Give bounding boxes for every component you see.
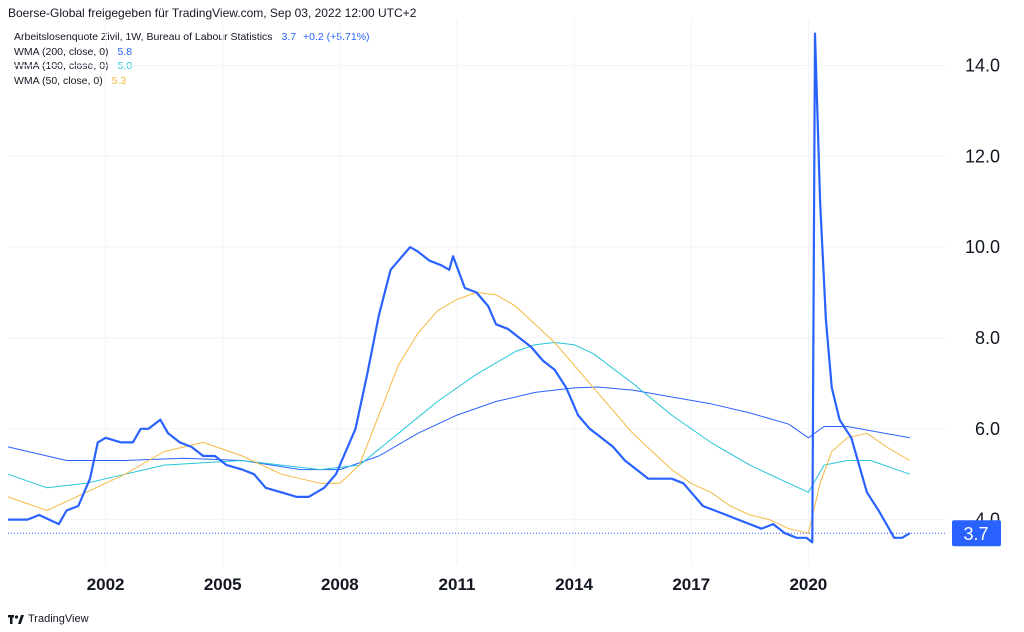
legend-label: Arbeitslosenquote Zivil, 1W, Bureau of L… [14,31,273,43]
series-line [7,342,911,493]
x-tick-label: 2014 [555,575,593,594]
y-axis: 4.06.08.010.012.014.0 [965,55,1000,529]
footer: TradingView [8,612,89,626]
x-tick-label: 2020 [789,575,827,594]
y-tick-label: 12.0 [965,146,1000,166]
series-line [8,32,911,544]
x-tick-label: 2017 [672,575,710,594]
tradingview-logo-icon[interactable] [8,612,24,626]
legend-label: WMA (200, close, 0) [14,45,109,58]
legend-label: WMA (100, close, 0) [14,60,109,72]
legend-row-wma100[interactable]: WMA (100, close, 0) 5.0 [14,59,370,74]
chart-header: Boerse-Global freigegeben für TradingVie… [8,6,417,20]
legend-change: +0.2 (+5.71%) [303,31,370,43]
chart-legend: Arbeitslosenquote Zivil, 1W, Bureau of L… [14,30,370,88]
series-line [7,386,910,471]
footer-brand[interactable]: TradingView [28,613,89,625]
series-lines [7,32,911,544]
last-value-badge-bg [952,520,1001,547]
legend-label: WMA (50, close, 0) [14,74,103,87]
last-value-badge-text: 3.7 [963,524,988,544]
x-tick-label: 2011 [439,575,476,594]
legend-value: 5.8 [117,45,133,58]
y-tick-label: 14.0 [965,55,1000,75]
legend-value: 5.0 [117,60,133,72]
x-tick-label: 2005 [204,575,242,594]
grid-lines [8,20,945,565]
y-tick-label: 6.0 [975,419,1000,439]
y-tick-label: 8.0 [975,328,1000,348]
legend-value: 5.3 [111,74,127,87]
x-tick-label: 2002 [87,575,125,594]
y-tick-label: 10.0 [965,237,1000,257]
legend-row-wma200[interactable]: WMA (200, close, 0) 5.8 [14,45,370,60]
x-axis: 2002 2005 2008 2011 2014 2017 2020 [87,575,828,594]
legend-row-wma50[interactable]: WMA (50, close, 0) 5.3 [14,74,370,89]
x-tick-label: 2008 [321,575,359,594]
series-line [7,292,911,534]
last-value-badge: 3.7 [952,520,1001,547]
legend-row-main[interactable]: Arbeitslosenquote Zivil, 1W, Bureau of L… [14,30,370,45]
legend-value: 3.7 [281,31,297,43]
